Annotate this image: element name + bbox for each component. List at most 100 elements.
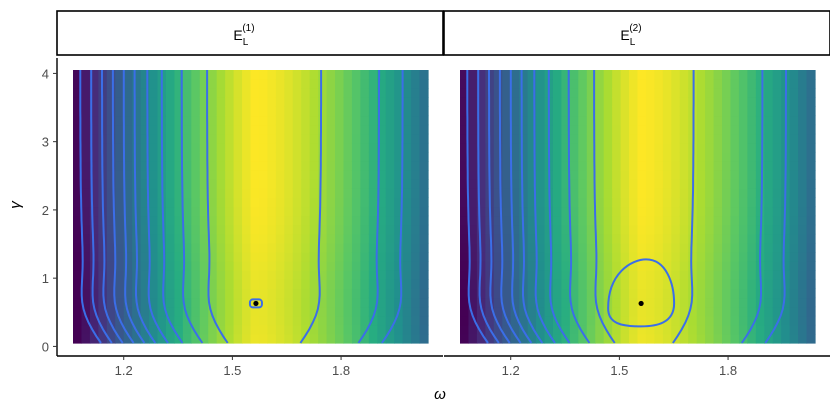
- heatmap-tile: [772, 106, 782, 117]
- heatmap-tile: [578, 242, 588, 253]
- heatmap-tile: [561, 97, 571, 107]
- heatmap-tile: [242, 279, 252, 289]
- heatmap-tile: [360, 133, 370, 144]
- heatmap-tile: [603, 315, 613, 326]
- heatmap-tile: [806, 79, 816, 89]
- heatmap-tile: [242, 261, 252, 271]
- heatmap-tile: [343, 279, 353, 289]
- contour-lines: [466, 70, 787, 344]
- heatmap-tile: [662, 224, 672, 235]
- heatmap-tile: [419, 252, 429, 262]
- heatmap-tile: [806, 161, 816, 171]
- heatmap-tile: [755, 97, 765, 107]
- heatmap-tile: [764, 233, 774, 244]
- heatmap-tile: [132, 124, 142, 135]
- contour-line: [111, 70, 135, 344]
- heatmap-tile: [301, 206, 311, 217]
- heatmap-tile: [502, 161, 512, 171]
- heatmap-tile: [402, 315, 412, 326]
- heatmap-tile: [569, 252, 579, 262]
- heatmap-tiles: [73, 70, 429, 344]
- heatmap-tile: [772, 124, 782, 135]
- heatmap-tile: [620, 215, 630, 226]
- heatmap-tile: [595, 288, 605, 299]
- heatmap-tile: [216, 170, 226, 180]
- heatmap-tile: [132, 106, 142, 117]
- heatmap-tile: [645, 233, 656, 244]
- heatmap-tile: [654, 70, 664, 80]
- heatmap-tile: [561, 215, 571, 226]
- heatmap-tile: [578, 206, 588, 217]
- heatmap-tile: [292, 279, 302, 289]
- heatmap-tile: [149, 315, 159, 326]
- heatmap-tile: [284, 70, 294, 80]
- heatmap-tile: [233, 188, 243, 198]
- heatmap-tile: [679, 206, 689, 217]
- heatmap-tile: [242, 333, 252, 344]
- heatmap-tile: [360, 197, 370, 208]
- heatmap-tile: [645, 315, 656, 326]
- heatmap-tile: [713, 161, 723, 171]
- heatmap-tile: [688, 252, 698, 262]
- heatmap-tile: [140, 270, 150, 280]
- heatmap-tile: [713, 70, 723, 80]
- heatmap-tile: [106, 297, 116, 308]
- heatmap-tile: [394, 233, 404, 244]
- heatmap-tile: [132, 179, 142, 189]
- heatmap-tile: [519, 161, 529, 171]
- heatmap-tile: [368, 270, 378, 280]
- heatmap-tile: [722, 206, 732, 217]
- heatmap-tile: [705, 151, 715, 162]
- heatmap-tile: [267, 115, 277, 126]
- heatmap-tile: [326, 106, 336, 117]
- heatmap-tile: [772, 242, 782, 253]
- heatmap-tile: [603, 224, 613, 235]
- heatmap-tile: [519, 115, 529, 126]
- heatmap-tile: [182, 297, 192, 308]
- heatmap-tile: [377, 170, 387, 180]
- heatmap-tile: [561, 151, 571, 162]
- heatmap-tile: [806, 188, 816, 198]
- heatmap-tile: [258, 115, 269, 126]
- heatmap-tile: [536, 261, 546, 271]
- heatmap-tile: [476, 188, 486, 198]
- heatmap-tile: [368, 79, 378, 89]
- heatmap-tile: [620, 252, 630, 262]
- heatmap-tile: [233, 306, 243, 317]
- heatmap-tile: [595, 261, 605, 271]
- contour-line: [381, 70, 404, 344]
- heatmap-tile: [755, 79, 765, 89]
- heatmap-tile: [806, 197, 816, 208]
- heatmap-tile: [115, 279, 125, 289]
- heatmap-tile: [586, 115, 596, 126]
- heatmap-tile: [806, 88, 816, 98]
- heatmap-tile: [149, 133, 159, 144]
- heatmap-tile: [267, 306, 277, 317]
- heatmap-tile: [789, 188, 799, 198]
- heatmap-tile: [519, 188, 529, 198]
- heatmap-tile: [258, 261, 269, 271]
- heatmap-tile: [662, 252, 672, 262]
- heatmap-tile: [629, 88, 639, 98]
- heatmap-tile: [578, 279, 588, 289]
- heatmap-tile: [301, 279, 311, 289]
- heatmap-tile: [98, 306, 108, 317]
- heatmap-tile: [351, 215, 361, 226]
- heatmap-tile: [620, 161, 630, 171]
- heatmap-tile: [343, 315, 353, 326]
- heatmap-tile: [595, 133, 605, 144]
- heatmap-tile: [343, 179, 353, 189]
- heatmap-tile: [301, 124, 311, 135]
- heatmap-tile: [351, 224, 361, 235]
- heatmap-tile: [738, 333, 748, 344]
- heatmap-tile: [115, 79, 125, 89]
- heatmap-tile: [157, 315, 167, 326]
- heatmap-tile: [620, 88, 630, 98]
- heatmap-tile: [747, 333, 757, 344]
- heatmap-tile: [115, 115, 125, 126]
- heatmap-tile: [73, 133, 83, 144]
- heatmap-tile: [561, 297, 571, 308]
- heatmap-tile: [629, 270, 639, 280]
- heatmap-tile: [738, 279, 748, 289]
- heatmap-tile: [527, 224, 537, 235]
